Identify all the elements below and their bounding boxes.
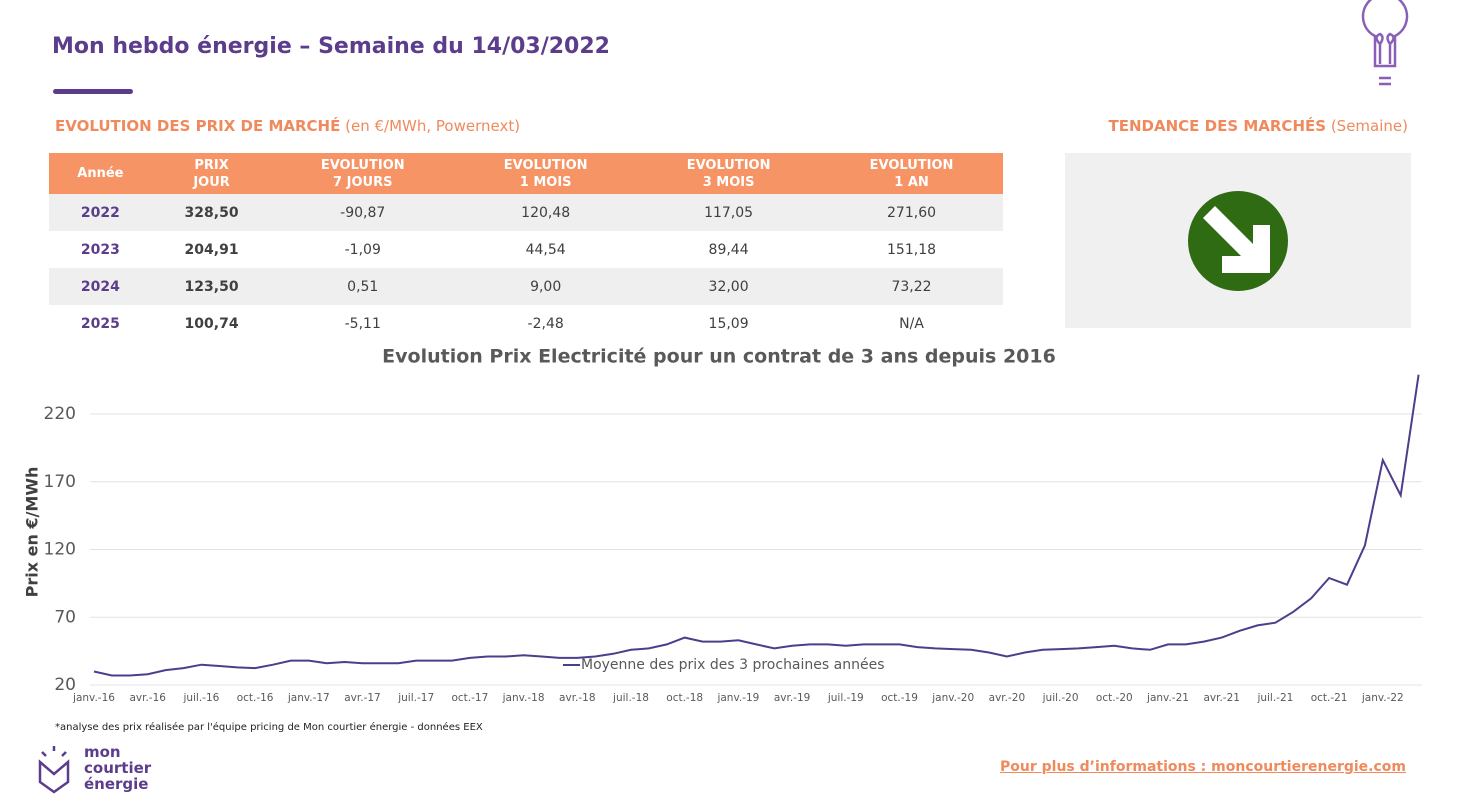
table-row: 2024 123,50 0,51 9,00 32,00 73,22 xyxy=(49,268,1003,305)
table-cell: 2024 xyxy=(49,268,152,305)
trend-icon xyxy=(1188,191,1288,291)
info-link[interactable]: Pour plus d’informations : moncourtieren… xyxy=(1000,759,1406,775)
table-cell: -5,11 xyxy=(344,315,381,332)
x-tick-label: oct.-20 xyxy=(1096,692,1133,704)
table-row: 2025 100,74 -5,11 -2,48 15,09 N/A xyxy=(49,305,1003,342)
table-cell: 271,60 xyxy=(820,194,1003,231)
table-cell: 89,44 xyxy=(708,241,749,258)
x-tick-label: avr.-19 xyxy=(774,692,811,704)
table-heading: EVOLUTION DES PRIX DE MARCHÉ (en €/MWh, … xyxy=(55,117,520,135)
table-cell: 15,09 xyxy=(708,315,749,332)
x-tick-label: juil.-16 xyxy=(182,692,219,704)
title-underline xyxy=(53,89,133,94)
table-cell: 44,54 xyxy=(525,241,566,258)
legend-label: Moyenne des prix des 3 prochaines années xyxy=(581,657,884,673)
logo-line: énergie xyxy=(84,775,149,793)
table-cell: 204,91 xyxy=(184,241,239,258)
series-line xyxy=(93,374,1420,677)
logo-text: mon courtier énergie xyxy=(84,744,151,792)
x-tick-label: juil.-21 xyxy=(1256,692,1293,704)
table-cell: -2,48 xyxy=(527,315,564,332)
table-cell: -1,09 xyxy=(344,241,381,258)
trend-title: TENDANCE DES MARCHÉS xyxy=(1108,117,1327,135)
x-tick-label: juil.-19 xyxy=(827,692,864,704)
y-tick-label: 20 xyxy=(54,675,76,695)
x-tick-label: janv.-16 xyxy=(72,692,115,704)
table-row: 2022 328,50 -90,87 120,48 117,05 271,60 xyxy=(49,194,1003,231)
table-cell: 328,50 xyxy=(151,194,272,231)
column-header: EVOLUTION 1 MOIS xyxy=(454,153,638,194)
table-cell: 100,74 xyxy=(184,315,239,332)
x-tick-label: juil.-18 xyxy=(612,692,649,704)
table-cell: -90,87 xyxy=(271,194,455,231)
table-cell: 9,00 xyxy=(454,268,638,305)
x-tick-label: janv.-17 xyxy=(287,692,330,704)
chart-title: Evolution Prix Electricité pour un contr… xyxy=(382,346,1056,368)
x-tick-label: avr.-20 xyxy=(989,692,1026,704)
y-tick-label: 170 xyxy=(44,472,76,492)
trend-arrow xyxy=(1200,206,1270,273)
column-header: EVOLUTION 7 JOURS xyxy=(271,153,455,194)
x-tick-label: janv.-20 xyxy=(931,692,974,704)
x-tick-label: oct.-21 xyxy=(1311,692,1348,704)
table-cell: 117,05 xyxy=(637,194,821,231)
table-cell: 151,18 xyxy=(887,241,937,258)
column-header: PRIX JOUR xyxy=(151,153,272,194)
column-header: EVOLUTION 1 AN xyxy=(820,153,1003,194)
table-body: 2022 328,50 -90,87 120,48 117,05 271,60 2023 20… xyxy=(49,194,1003,342)
footnote: *analyse des prix réalisée par l'équipe … xyxy=(55,722,483,733)
table-cell: 120,48 xyxy=(454,194,638,231)
x-tick-label: juil.-17 xyxy=(397,692,434,704)
page-title: Mon hebdo énergie – Semaine du 14/03/202… xyxy=(52,34,610,59)
x-tick-label: janv.-21 xyxy=(1146,692,1189,704)
table-title: EVOLUTION DES PRIX DE MARCHÉ xyxy=(55,117,341,135)
y-axis-label: Prix en €/MWh xyxy=(23,467,42,598)
x-tick-label: avr.-21 xyxy=(1203,692,1240,704)
table-cell: 0,51 xyxy=(271,268,455,305)
table-cell: 32,00 xyxy=(637,268,821,305)
x-tick-label: janv.-18 xyxy=(502,692,545,704)
table-cell: 2025 xyxy=(80,315,120,332)
table-cell: 2022 xyxy=(49,194,152,231)
x-tick-label: avr.-18 xyxy=(559,692,596,704)
trend-subtitle: (Semaine) xyxy=(1330,117,1408,135)
table-subtitle: (en €/MWh, Powernext) xyxy=(345,117,521,135)
x-tick-label: juil.-20 xyxy=(1042,692,1079,704)
price-table: Année PRIX JOUR EVOLUTION 7 JOURS EVOLUTION… xyxy=(49,153,1003,342)
y-tick-label: 220 xyxy=(44,404,76,424)
x-tick-label: avr.-17 xyxy=(344,692,381,704)
table-cell: 2023 xyxy=(80,241,120,258)
x-tick-label: oct.-19 xyxy=(881,692,918,704)
trend-heading: TENDANCE DES MARCHÉS (Semaine) xyxy=(1109,117,1409,135)
x-tick-label: oct.-16 xyxy=(237,692,274,704)
table-cell: 123,50 xyxy=(151,268,272,305)
trend-box xyxy=(1065,153,1411,328)
logo-line: mon xyxy=(84,743,121,761)
x-tick-label: janv.-22 xyxy=(1361,692,1404,704)
table-cell: N/A xyxy=(899,315,924,332)
bulb-icon xyxy=(1361,0,1409,86)
y-tick-label: 70 xyxy=(54,607,76,627)
x-tick-label: oct.-17 xyxy=(451,692,488,704)
x-tick-label: avr.-16 xyxy=(129,692,166,704)
x-tick-label: oct.-18 xyxy=(666,692,703,704)
table-row: 2023 204,91 -1,09 44,54 89,44 151,18 xyxy=(49,231,1003,268)
header-row: Année PRIX JOUR EVOLUTION 7 JOURS EVOLUTION… xyxy=(49,153,1003,194)
column-header: Année xyxy=(49,153,152,194)
x-tick-label: janv.-19 xyxy=(716,692,759,704)
y-tick-label: 120 xyxy=(44,540,76,560)
logo-mark xyxy=(38,746,70,794)
column-header: EVOLUTION 3 MOIS xyxy=(637,153,821,194)
table-cell: 73,22 xyxy=(820,268,1003,305)
logo-line: courtier xyxy=(84,759,152,777)
